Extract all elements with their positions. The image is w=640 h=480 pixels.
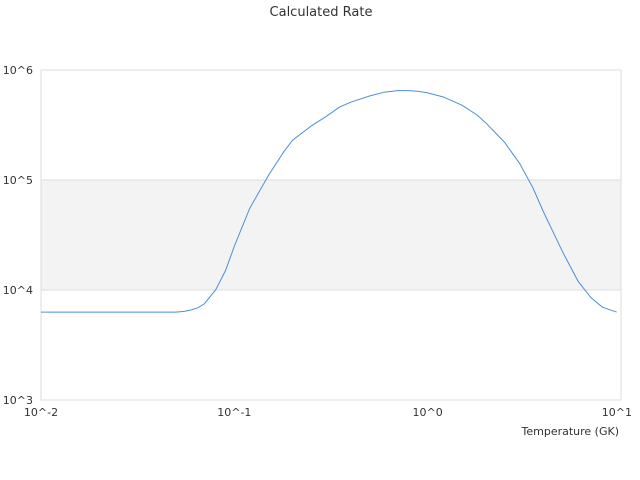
x-tick-labels: 10^-2 10^-1 10^0 10^1 [24,406,632,419]
x-tick-label: 10^1 [602,406,632,419]
series-layer [41,90,617,313]
series-line [41,90,617,313]
x-tick-label: 10^-2 [24,406,58,419]
chart-title: Calculated Rate [270,5,373,20]
plot-band-layer [41,180,621,290]
x-axis-title: Temperature (GK) [521,425,620,438]
x-tick-label: 10^-1 [217,406,251,419]
plot-band [41,180,621,290]
y-tick-label: 10^5 [3,174,33,187]
plot-area-frame [40,69,622,401]
y-tick-label: 10^3 [3,394,33,407]
y-tick-labels: 10^3 10^4 10^5 10^6 [3,64,33,407]
y-tick-label: 10^4 [3,284,33,297]
x-tick-label: 10^0 [413,406,443,419]
y-tick-label: 10^6 [3,64,33,77]
